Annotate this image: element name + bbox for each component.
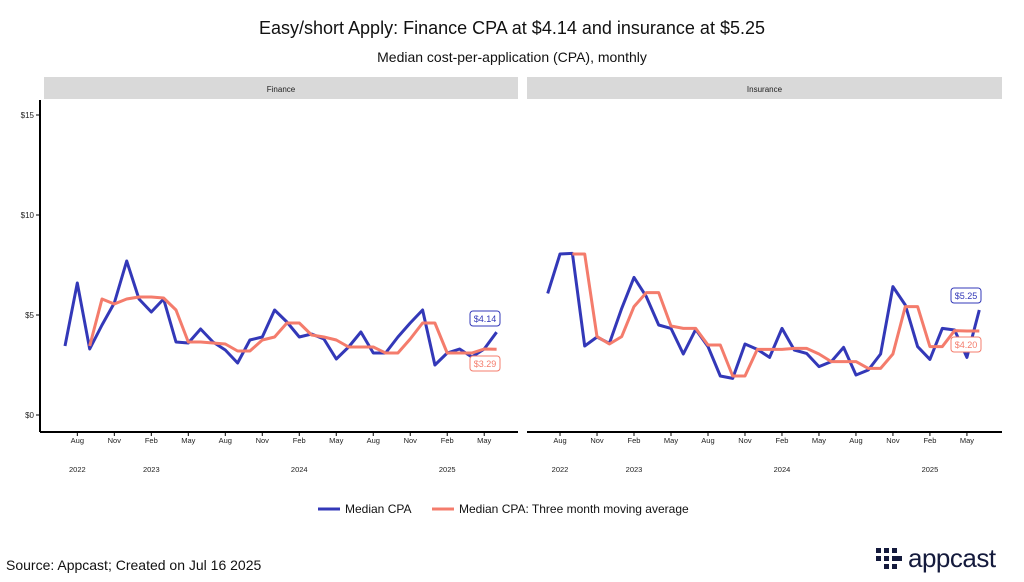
x-tick-label: Aug — [701, 436, 714, 445]
legend-label-median: Median CPA — [345, 502, 411, 516]
x-tick-label: Aug — [849, 436, 862, 445]
x-tick-label: May — [477, 436, 491, 445]
chart-subtitle: Median cost-per-application (CPA), month… — [377, 49, 647, 65]
median-line-finance — [63, 259, 498, 367]
logo-text: appcast — [908, 543, 996, 573]
end-label: $5.25 — [955, 291, 978, 301]
end-label-box — [950, 287, 982, 304]
median-line-insurance — [546, 251, 981, 380]
x-tick-label: Feb — [145, 436, 158, 445]
end-label: $3.29 — [474, 359, 497, 369]
panel-title-insurance: Insurance — [747, 85, 783, 94]
x-tick-label: Aug — [71, 436, 84, 445]
y-tick-label: $15 — [21, 111, 35, 120]
x-tick-label: Aug — [219, 436, 232, 445]
year-label: 2022 — [69, 465, 86, 474]
x-tick-label: May — [960, 436, 974, 445]
end-label-box — [469, 310, 501, 327]
panel-title-finance: Finance — [267, 85, 296, 94]
y-tick-label: $10 — [21, 211, 35, 220]
x-tick-label: May — [329, 436, 343, 445]
x-tick-label: Feb — [441, 436, 454, 445]
appcast-logo: appcast — [876, 543, 996, 574]
moving-average-line-insurance — [572, 252, 980, 378]
year-label: 2023 — [626, 465, 643, 474]
moving-average-line-finance — [88, 295, 497, 355]
panel-strip-insurance — [527, 77, 1002, 99]
end-label: $4.20 — [955, 340, 978, 350]
year-label: 2024 — [774, 465, 791, 474]
x-tick-label: Feb — [293, 436, 306, 445]
x-tick-label: Aug — [553, 436, 566, 445]
x-tick-label: Aug — [367, 436, 380, 445]
end-label-box — [469, 355, 501, 372]
panel-strip-finance — [44, 77, 518, 99]
x-tick-label: Nov — [590, 436, 604, 445]
chart-title: Easy/short Apply: Finance CPA at $4.14 a… — [259, 18, 765, 38]
year-label: 2025 — [922, 465, 939, 474]
x-tick-label: Nov — [256, 436, 270, 445]
x-tick-label: Feb — [628, 436, 641, 445]
x-tick-label: Nov — [738, 436, 752, 445]
x-tick-label: Nov — [404, 436, 418, 445]
x-tick-label: Feb — [776, 436, 789, 445]
y-tick-label: $0 — [25, 411, 34, 420]
year-label: 2022 — [552, 465, 569, 474]
legend-label-moving-average: Median CPA: Three month moving average — [459, 502, 689, 516]
y-tick-label: $5 — [25, 311, 34, 320]
logo-dots-icon — [876, 547, 902, 569]
x-tick-label: May — [664, 436, 678, 445]
x-tick-label: Feb — [923, 436, 936, 445]
year-label: 2025 — [439, 465, 456, 474]
x-tick-label: May — [812, 436, 826, 445]
x-tick-label: Nov — [886, 436, 900, 445]
end-label: $4.14 — [474, 314, 497, 324]
x-tick-label: Nov — [108, 436, 122, 445]
end-label-box — [950, 336, 982, 353]
year-label: 2024 — [291, 465, 308, 474]
source-note: Source: Appcast; Created on Jul 16 2025 — [6, 557, 262, 573]
year-label: 2023 — [143, 465, 160, 474]
x-tick-label: May — [181, 436, 195, 445]
